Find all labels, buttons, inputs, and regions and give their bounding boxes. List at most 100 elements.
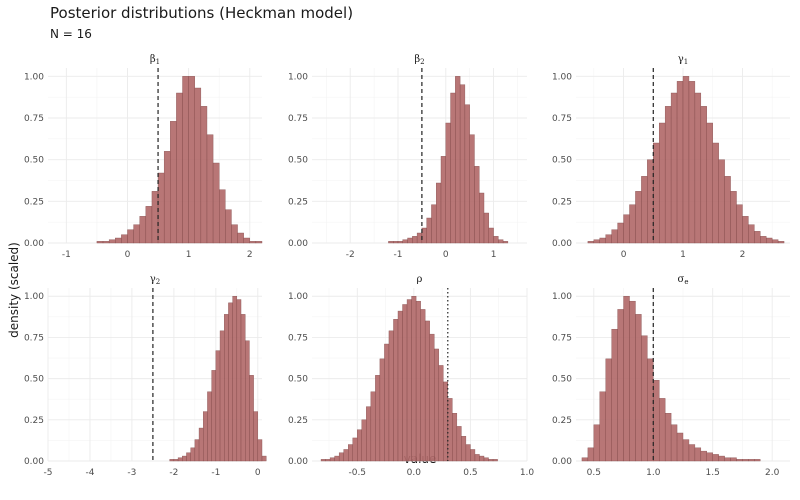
- histogram-bar: [706, 122, 713, 244]
- histogram-bar: [479, 455, 485, 462]
- panel-gamma2: 0.00 0.25 0.50 0.75 1.00 -5 -4 -3 -2 -1 0 γ2: [24, 274, 267, 478]
- x-tick-label: -2: [346, 250, 355, 260]
- histogram-bar: [760, 236, 767, 244]
- y-tick-label: 0.25: [24, 416, 44, 426]
- x-tick-label: 0: [621, 250, 627, 260]
- histogram-bar: [647, 358, 654, 462]
- y-tick-label: 0.75: [552, 333, 572, 343]
- x-tick-label: -5: [44, 468, 53, 478]
- x-tick-label: 1.5: [706, 468, 720, 478]
- y-tick-label: 0.00: [24, 239, 44, 249]
- histogram-bar: [334, 455, 340, 462]
- histogram-bar: [483, 457, 489, 462]
- y-tick-label: 0.50: [288, 375, 308, 385]
- histogram-bar: [599, 237, 606, 244]
- histogram-bar: [459, 84, 466, 244]
- histogram-bar: [261, 455, 267, 462]
- x-tick-label: 1: [186, 250, 192, 260]
- panel-sigma_e: 0.00 0.25 0.50 0.75 1.00 0.5 1.0 1.5 2.0 σe: [552, 274, 790, 478]
- strip-symbol: γ: [678, 54, 684, 65]
- histogram-bar: [635, 314, 642, 462]
- histogram-bar: [176, 92, 183, 244]
- histogram-bar: [676, 81, 684, 244]
- panel-beta2: 0.00 0.25 0.50 0.75 1.00 -2 -1 0 1 β2: [288, 54, 527, 260]
- histogram-bar: [718, 159, 725, 244]
- histogram-bar: [412, 236, 418, 244]
- histogram-bar: [421, 227, 427, 244]
- histogram-bar: [493, 236, 499, 244]
- histogram-bar: [771, 239, 779, 244]
- histogram-bar: [605, 358, 612, 462]
- histogram-bar: [712, 454, 719, 462]
- histogram-bar: [736, 204, 743, 244]
- y-tick-label: 0.25: [24, 197, 44, 207]
- histogram-bar: [438, 365, 444, 462]
- x-tick-label: 2: [247, 250, 253, 260]
- histogram-bar: [361, 419, 367, 462]
- histogram-bar: [742, 216, 749, 244]
- histogram-bar: [384, 343, 390, 462]
- histogram-bar: [694, 92, 702, 244]
- histogram-bar: [474, 166, 480, 244]
- y-tick-label: 0.50: [552, 375, 572, 385]
- histogram-bar: [397, 310, 403, 462]
- histogram-bar: [402, 239, 408, 244]
- histogram-bar: [186, 452, 191, 462]
- histogram-bar: [754, 459, 761, 462]
- y-tick-label: 0.00: [552, 239, 572, 249]
- strip-symbol: σ: [678, 274, 685, 285]
- panel-strip-label: ρ: [417, 274, 423, 285]
- histogram-bar: [424, 320, 430, 462]
- histogram-bar: [593, 239, 600, 244]
- panel-strip-label: γ2: [150, 274, 160, 286]
- histogram-bar: [653, 380, 660, 462]
- panel-strip-label: σe: [678, 274, 689, 286]
- histogram-bar: [474, 454, 480, 462]
- histogram-bar: [257, 439, 263, 462]
- histogram-bar: [200, 106, 208, 244]
- y-tick-label: 1.00: [552, 72, 572, 82]
- histogram-bar: [670, 92, 678, 244]
- histogram-bar: [623, 214, 630, 244]
- x-tick-label: 0.5: [463, 468, 477, 478]
- strip-subscript: 2: [156, 278, 160, 286]
- panel-strip-label: β1: [150, 54, 160, 66]
- chart-subtitle: N = 16: [50, 27, 92, 41]
- histogram-bar: [456, 426, 462, 462]
- histogram-bar: [465, 444, 471, 462]
- histogram-bar: [434, 348, 439, 462]
- histogram-bar: [325, 459, 331, 462]
- histogram-bar: [249, 375, 254, 462]
- histogram-bar: [255, 241, 263, 244]
- histogram-bar: [145, 206, 153, 244]
- histogram-bar: [664, 413, 672, 462]
- histogram-bar: [121, 234, 128, 244]
- chart-title: Posterior distributions (Heckman model): [50, 4, 354, 22]
- histogram-bar: [718, 455, 725, 462]
- y-tick-label: 0.75: [288, 333, 308, 343]
- y-tick-label: 0.25: [552, 416, 572, 426]
- histogram-bar: [211, 370, 217, 462]
- histogram-bar: [617, 222, 624, 244]
- histogram-bar: [393, 319, 399, 462]
- histogram-bar: [659, 122, 666, 244]
- histogram-bar: [777, 241, 785, 244]
- histogram-bar: [338, 452, 344, 462]
- histogram-bar: [426, 217, 432, 244]
- histogram-bar: [212, 162, 220, 244]
- histogram-bar: [348, 444, 353, 462]
- histogram-bar: [133, 224, 140, 244]
- x-tick-label: 0.5: [587, 468, 601, 478]
- histogram-bar: [198, 427, 204, 462]
- histogram-bar: [443, 381, 448, 462]
- x-tick-label: 1.0: [646, 468, 661, 478]
- histogram-bar: [170, 121, 177, 244]
- x-tick-label: -1: [62, 250, 71, 260]
- histogram-bar: [231, 224, 238, 244]
- histogram-bar: [647, 159, 654, 244]
- histogram-bar: [163, 151, 171, 244]
- histogram-bar: [766, 237, 773, 244]
- histogram-bar: [215, 350, 221, 462]
- panel-strip-label: γ1: [678, 54, 688, 66]
- y-tick-label: 0.50: [288, 156, 308, 166]
